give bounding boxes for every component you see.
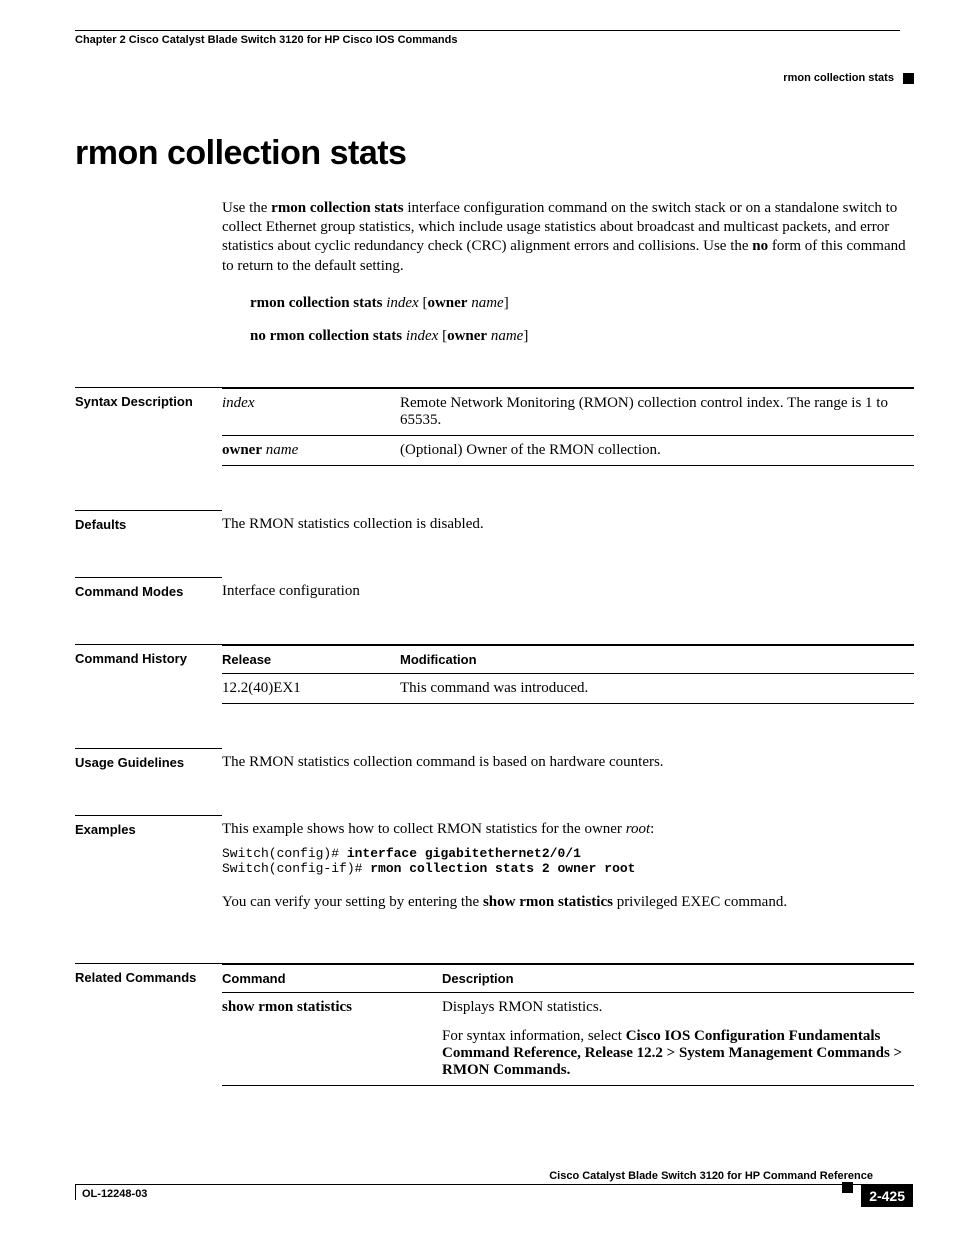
code-prompt: Switch(config-if)# xyxy=(222,861,370,876)
section-body: The RMON statistics collection is disabl… xyxy=(222,510,914,533)
section-command-history: Command History Release Modification 12.… xyxy=(75,644,914,704)
param-name: owner xyxy=(222,442,262,458)
param-name-arg: name xyxy=(262,442,298,458)
history-release: 12.2(40)EX1 xyxy=(222,673,400,703)
text-bold: show rmon statistics xyxy=(483,894,613,910)
footer-book-title: Cisco Catalyst Blade Switch 3120 for HP … xyxy=(75,1170,913,1182)
command-history-table: Release Modification 12.2(40)EX1 This co… xyxy=(222,644,914,704)
syntax-bracket: ] xyxy=(523,328,528,344)
section-command-modes: Command Modes Interface configuration xyxy=(75,577,914,600)
page-title: rmon collection stats xyxy=(75,134,914,173)
syntax-kw: owner xyxy=(447,328,487,344)
syntax-arg: index xyxy=(406,328,438,344)
section-defaults: Defaults The RMON statistics collection … xyxy=(75,510,914,533)
section-label: Usage Guidelines xyxy=(75,748,222,770)
related-desc: For syntax information, select Cisco IOS… xyxy=(442,1022,914,1086)
table-header: Release xyxy=(222,645,400,674)
header-topic-row: rmon collection stats xyxy=(75,72,914,84)
example-text: You can verify your setting by entering … xyxy=(222,894,914,911)
header-rule xyxy=(75,30,900,31)
text: : xyxy=(650,821,654,837)
section-examples: Examples This example shows how to colle… xyxy=(75,815,914,919)
header-square-icon xyxy=(903,73,914,84)
intro-text: Use the xyxy=(222,200,271,216)
section-label: Syntax Description xyxy=(75,387,222,409)
related-desc: Displays RMON statistics. xyxy=(442,992,914,1022)
page: Chapter 2 Cisco Catalyst Blade Switch 31… xyxy=(0,0,954,1235)
intro-paragraph: Use the rmon collection stats interface … xyxy=(222,199,914,276)
syntax-arg: name xyxy=(467,295,503,311)
related-commands-table: Command Description show rmon statistics… xyxy=(222,963,914,1086)
section-body: The RMON statistics collection command i… xyxy=(222,748,914,771)
syntax-kw: owner xyxy=(427,295,467,311)
syntax-cmd: rmon collection stats xyxy=(250,295,382,311)
section-label: Command History xyxy=(75,644,222,666)
footer-square-icon xyxy=(842,1182,853,1193)
example-text: This example shows how to collect RMON s… xyxy=(222,821,914,838)
table-header: Command xyxy=(222,964,442,993)
intro-cmd: rmon collection stats xyxy=(271,200,403,216)
example-code: Switch(config)# interface gigabitetherne… xyxy=(222,846,914,876)
section-syntax-description: Syntax Description index Remote Network … xyxy=(75,387,914,466)
intro-no: no xyxy=(752,238,768,254)
syntax-arg: index xyxy=(386,295,418,311)
section-body: Interface configuration xyxy=(222,577,914,600)
syntax-description-table: index Remote Network Monitoring (RMON) c… xyxy=(222,387,914,466)
syntax-line: no rmon collection stats index [owner na… xyxy=(250,327,914,347)
syntax-line: rmon collection stats index [owner name] xyxy=(250,294,914,314)
footer: Cisco Catalyst Blade Switch 3120 for HP … xyxy=(75,1170,913,1207)
section-label: Defaults xyxy=(75,510,222,532)
syntax-cmd: no rmon collection stats xyxy=(250,328,402,344)
footer-docid: OL-12248-03 xyxy=(75,1185,147,1200)
syntax-bracket: ] xyxy=(504,295,509,311)
page-number-badge: 2-425 xyxy=(861,1185,913,1207)
section-related-commands: Related Commands Command Description sho… xyxy=(75,963,914,1086)
section-label: Related Commands xyxy=(75,963,222,985)
related-cmd: show rmon statistics xyxy=(222,999,352,1015)
section-body: This example shows how to collect RMON s… xyxy=(222,815,914,919)
text-italic: root xyxy=(626,821,650,837)
text: This example shows how to collect RMON s… xyxy=(222,821,626,837)
text: For syntax information, select xyxy=(442,1028,626,1044)
section-usage-guidelines: Usage Guidelines The RMON statistics col… xyxy=(75,748,914,771)
syntax-lines: rmon collection stats index [owner name]… xyxy=(250,294,914,347)
section-label: Examples xyxy=(75,815,222,837)
header-topic: rmon collection stats xyxy=(783,72,894,84)
syntax-arg: name xyxy=(487,328,523,344)
param-name: index xyxy=(222,395,254,411)
text: You can verify your setting by entering … xyxy=(222,894,483,910)
code-cmd: rmon collection stats 2 owner root xyxy=(370,861,635,876)
param-desc: Remote Network Monitoring (RMON) collect… xyxy=(400,388,914,436)
table-header: Modification xyxy=(400,645,914,674)
param-desc: (Optional) Owner of the RMON collection. xyxy=(400,435,914,465)
text: privileged EXEC command. xyxy=(613,894,787,910)
code-prompt: Switch(config)# xyxy=(222,846,347,861)
code-cmd: interface gigabitethernet2/0/1 xyxy=(347,846,581,861)
table-header: Description xyxy=(442,964,914,993)
chapter-line: Chapter 2 Cisco Catalyst Blade Switch 31… xyxy=(75,34,914,46)
section-label: Command Modes xyxy=(75,577,222,599)
history-modification: This command was introduced. xyxy=(400,673,914,703)
syntax-bracket: [ xyxy=(438,328,447,344)
